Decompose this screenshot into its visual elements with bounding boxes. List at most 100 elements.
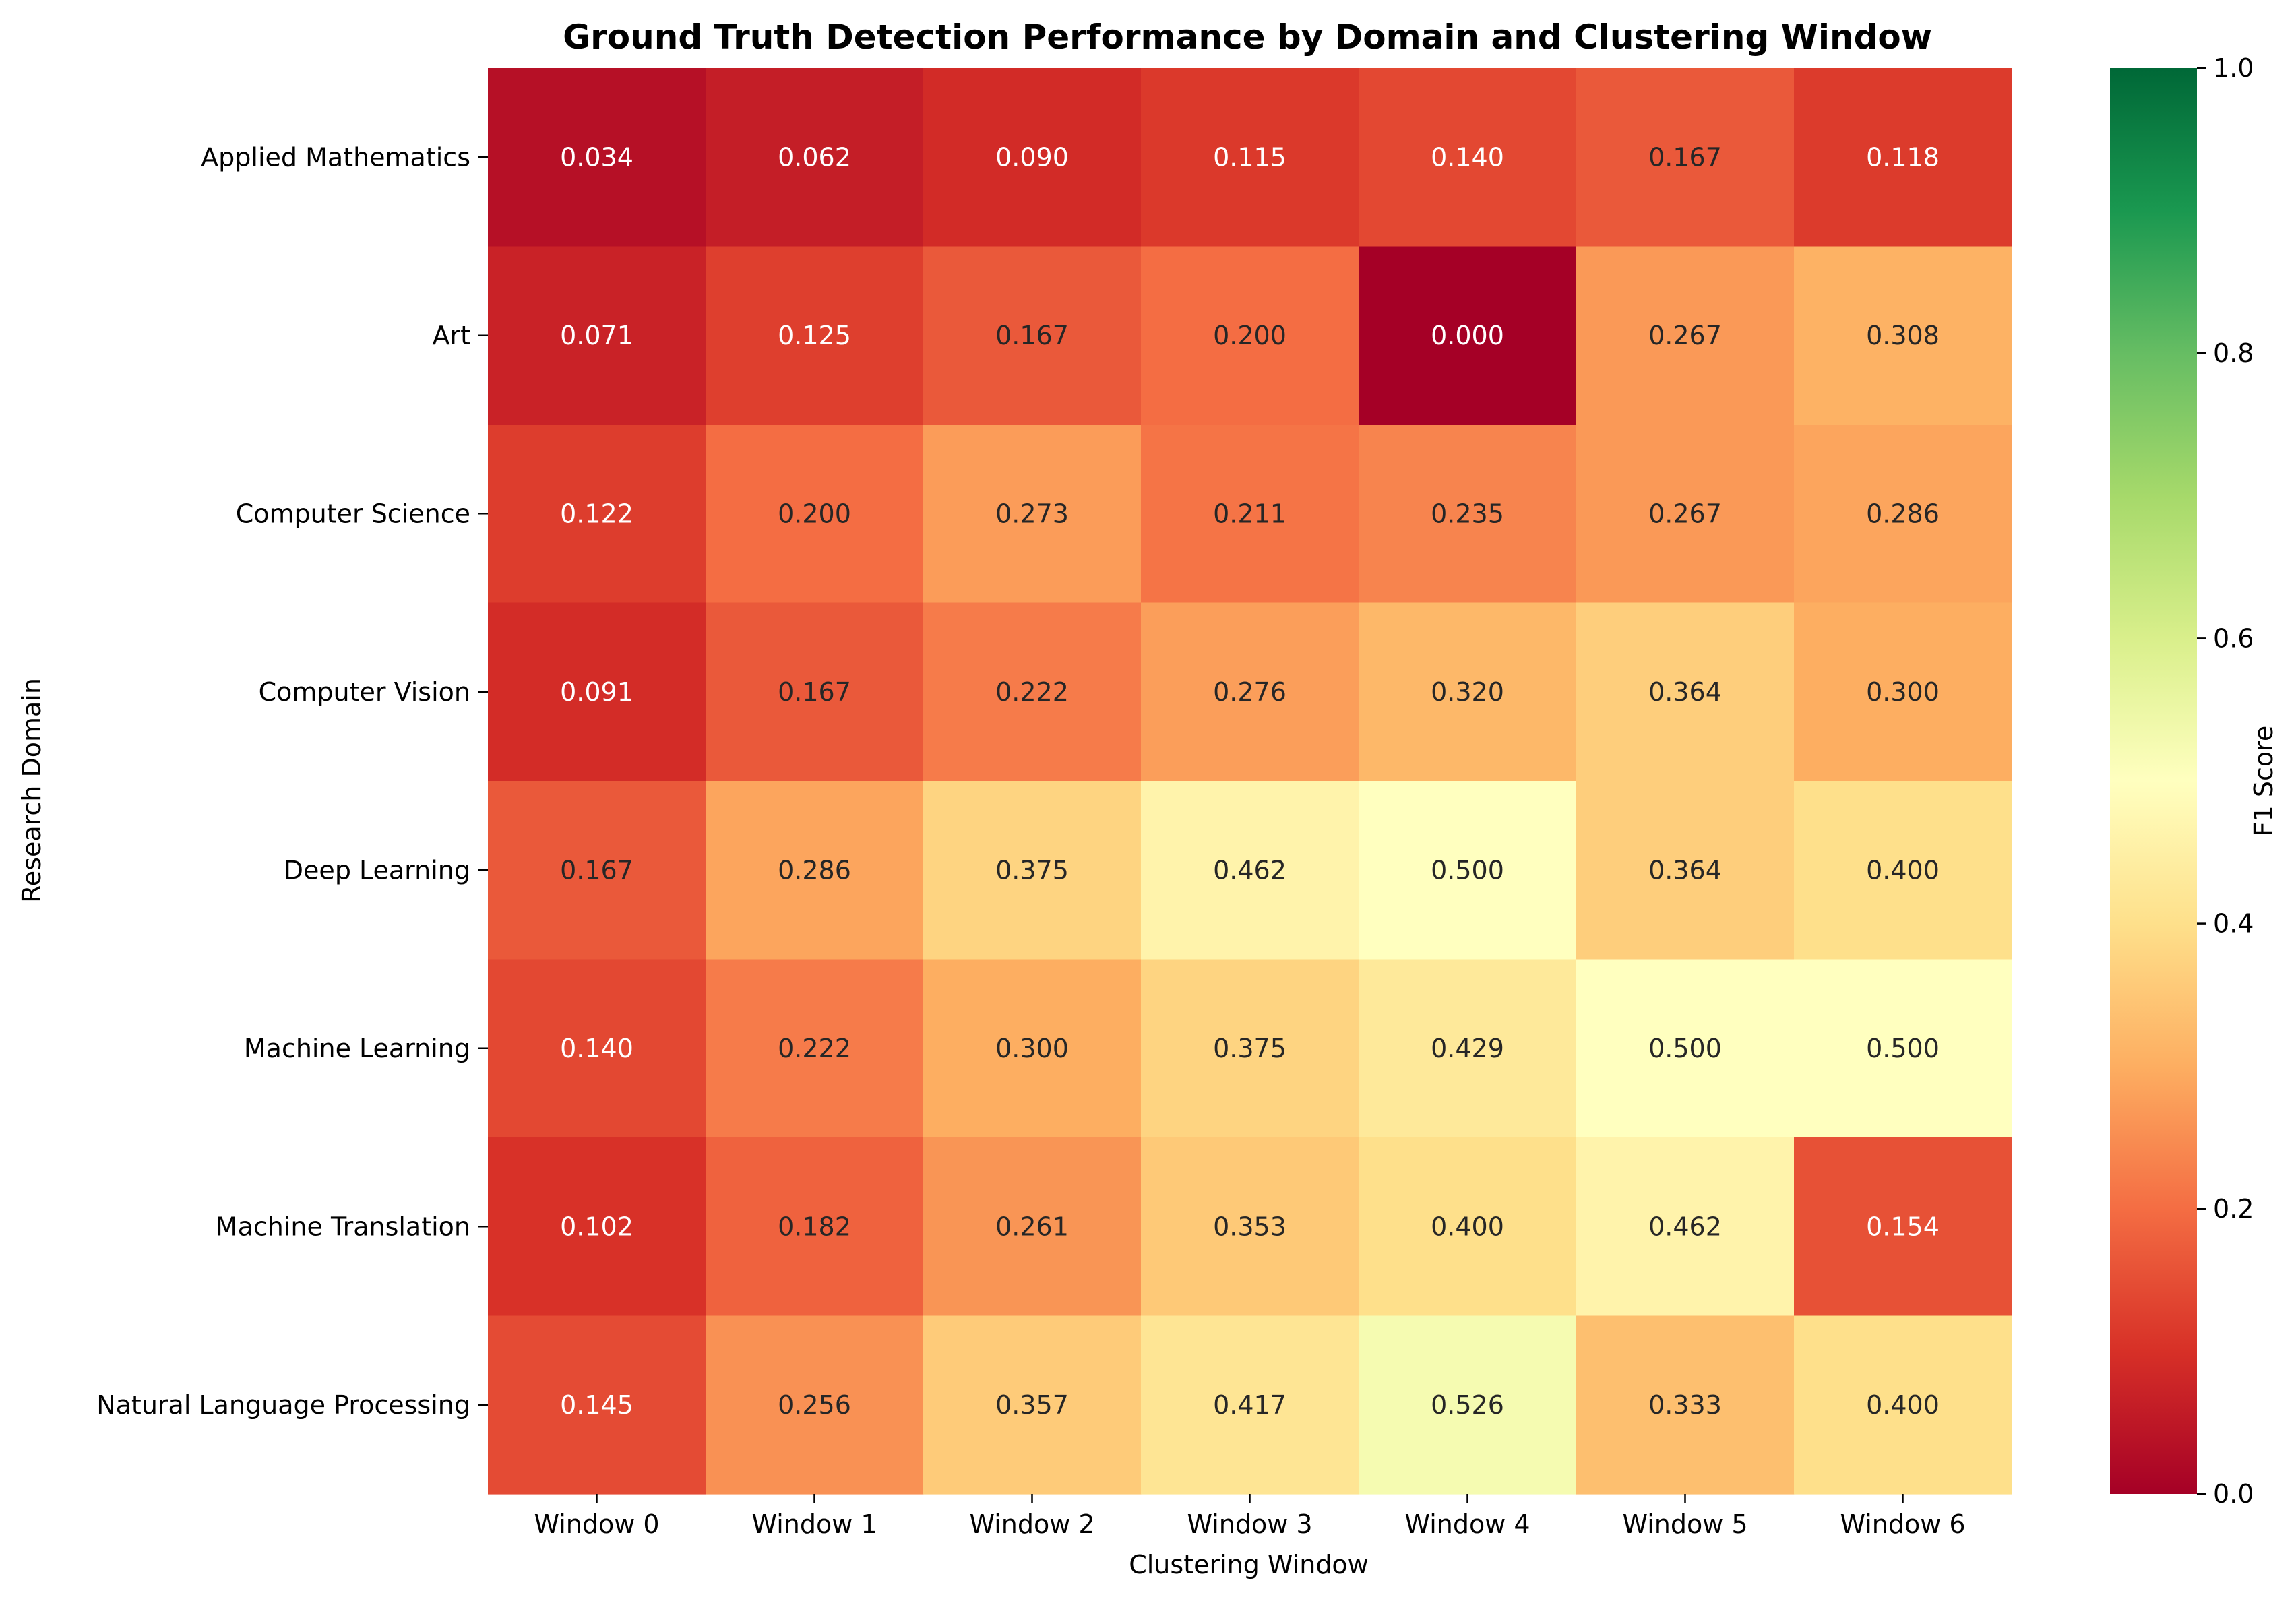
heatmap-cell — [706, 781, 924, 960]
heatmap-cell — [488, 1315, 706, 1495]
heatmap-cell — [706, 602, 924, 782]
y-tick-machine-learning: Machine Learning — [244, 1034, 470, 1063]
heatmap-cell — [923, 781, 1142, 960]
heatmap-cell — [1141, 959, 1359, 1138]
cell-value-label: 0.400 — [1866, 1390, 1940, 1420]
heatmap-cell — [706, 425, 924, 604]
cell-value-label: 0.500 — [1648, 1034, 1722, 1063]
heatmap-cell — [1794, 959, 2012, 1138]
heatmap-cell — [1794, 425, 2012, 604]
heatmap-cell — [1359, 959, 1577, 1138]
cell-value-label: 0.300 — [1866, 677, 1940, 707]
y-axis-label: Research Domain — [17, 678, 46, 903]
cell-value-label: 0.500 — [1431, 855, 1504, 885]
cell-value-label: 0.200 — [1213, 321, 1286, 350]
x-tick-window-4: Window 4 — [1404, 1509, 1530, 1539]
cell-value-label: 0.417 — [1213, 1390, 1286, 1420]
y-tick-computer-science: Computer Science — [236, 499, 470, 528]
heatmap-cell — [706, 959, 924, 1138]
heatmap-cell — [923, 959, 1142, 1138]
heatmap-cell — [1141, 246, 1359, 425]
colorbar-tick-label: 0.0 — [2213, 1479, 2254, 1509]
chart-title: Ground Truth Detection Performance by Do… — [563, 18, 1932, 57]
heatmap-cell — [1794, 1137, 2012, 1317]
heatmap-cell — [1141, 1137, 1359, 1317]
colorbar-gradient — [2110, 68, 2197, 1494]
heatmap-cell — [923, 246, 1142, 425]
cell-value-label: 0.222 — [995, 677, 1069, 707]
heatmap-cell — [1141, 1315, 1359, 1495]
y-axis: Applied Mathematics Art Computer Science Co… — [96, 142, 488, 1420]
heatmap-cell — [1141, 781, 1359, 960]
colorbar-label: F1 Score — [2249, 726, 2278, 837]
heatmap-cell — [1576, 68, 1795, 247]
heatmap-cell — [1794, 246, 2012, 425]
heatmap-cell — [923, 68, 1142, 247]
cell-value-label: 0.222 — [778, 1034, 851, 1063]
colorbar-tick-label: 0.8 — [2213, 338, 2254, 368]
cell-value-label: 0.364 — [1648, 677, 1722, 707]
heatmap-cell — [1794, 781, 2012, 960]
heatmap-cell — [1359, 246, 1577, 425]
heatmap-cell — [488, 68, 706, 247]
cell-value-label: 0.062 — [778, 142, 851, 172]
cell-value-label: 0.300 — [995, 1034, 1069, 1063]
cell-value-label: 0.267 — [1648, 499, 1722, 528]
x-tick-window-1: Window 1 — [751, 1509, 877, 1539]
cell-value-label: 0.500 — [1866, 1034, 1940, 1063]
heatmap-cell — [1576, 1315, 1795, 1495]
heatmap-cell — [923, 425, 1142, 604]
cell-value-label: 0.182 — [778, 1212, 851, 1241]
cell-value-label: 0.375 — [995, 855, 1069, 885]
heatmap-cell — [1359, 1137, 1577, 1317]
x-tick-window-6: Window 6 — [1840, 1509, 1965, 1539]
cell-value-label: 0.102 — [560, 1212, 633, 1241]
cell-value-label: 0.167 — [560, 855, 633, 885]
x-tick-window-2: Window 2 — [969, 1509, 1094, 1539]
cell-value-label: 0.462 — [1213, 855, 1286, 885]
heatmap-cell — [1576, 781, 1795, 960]
cell-value-label: 0.320 — [1431, 677, 1504, 707]
cell-value-label: 0.429 — [1431, 1034, 1504, 1063]
heatmap-cell — [1141, 425, 1359, 604]
heatmap-cell — [706, 246, 924, 425]
cell-value-label: 0.211 — [1213, 499, 1286, 528]
heatmap-cell — [1359, 1315, 1577, 1495]
cell-value-label: 0.125 — [778, 321, 851, 350]
cell-value-label: 0.115 — [1213, 142, 1286, 172]
cell-value-label: 0.122 — [560, 499, 633, 528]
x-axis: Window 0 Window 1 Window 2 Window 3 Window 4… — [534, 1494, 1966, 1539]
heatmap-cell — [488, 246, 706, 425]
cell-value-label: 0.286 — [1866, 499, 1940, 528]
cell-value-label: 0.261 — [995, 1212, 1069, 1241]
heatmap-cell — [488, 602, 706, 782]
heatmap-cell — [488, 425, 706, 604]
x-axis-label: Clustering Window — [1129, 1550, 1369, 1579]
heatmap-cells: 0.034 0.062 0.090 0.115 0.140 0.167 0.118 0.071… — [488, 68, 2012, 1495]
cell-value-label: 0.256 — [778, 1390, 851, 1420]
cell-value-label: 0.167 — [1648, 142, 1722, 172]
colorbar-tick-label: 0.6 — [2213, 623, 2254, 653]
heatmap-cell — [923, 1137, 1142, 1317]
cell-value-label: 0.273 — [995, 499, 1069, 528]
heatmap-cell — [1794, 68, 2012, 247]
cell-value-label: 0.034 — [560, 142, 633, 172]
heatmap-cell — [1576, 602, 1795, 782]
colorbar-ticks: 0.0 0.2 0.4 0.6 0.8 1.0 — [2197, 53, 2254, 1509]
cell-value-label: 0.145 — [560, 1390, 633, 1420]
colorbar-tick-label: 1.0 — [2213, 53, 2254, 83]
heatmap-cell — [1794, 1315, 2012, 1495]
heatmap-cell — [488, 959, 706, 1138]
cell-value-label: 0.071 — [560, 321, 633, 350]
heatmap-cell — [706, 68, 924, 247]
heatmap-cell — [1576, 959, 1795, 1138]
heatmap-cell — [1141, 602, 1359, 782]
cell-value-label: 0.091 — [560, 677, 633, 707]
heatmap-cell — [706, 1137, 924, 1317]
cell-value-label: 0.154 — [1866, 1212, 1940, 1241]
cell-value-label: 0.462 — [1648, 1212, 1722, 1241]
heatmap-cell — [1794, 602, 2012, 782]
cell-value-label: 0.364 — [1648, 855, 1722, 885]
y-tick-art: Art — [432, 321, 470, 350]
